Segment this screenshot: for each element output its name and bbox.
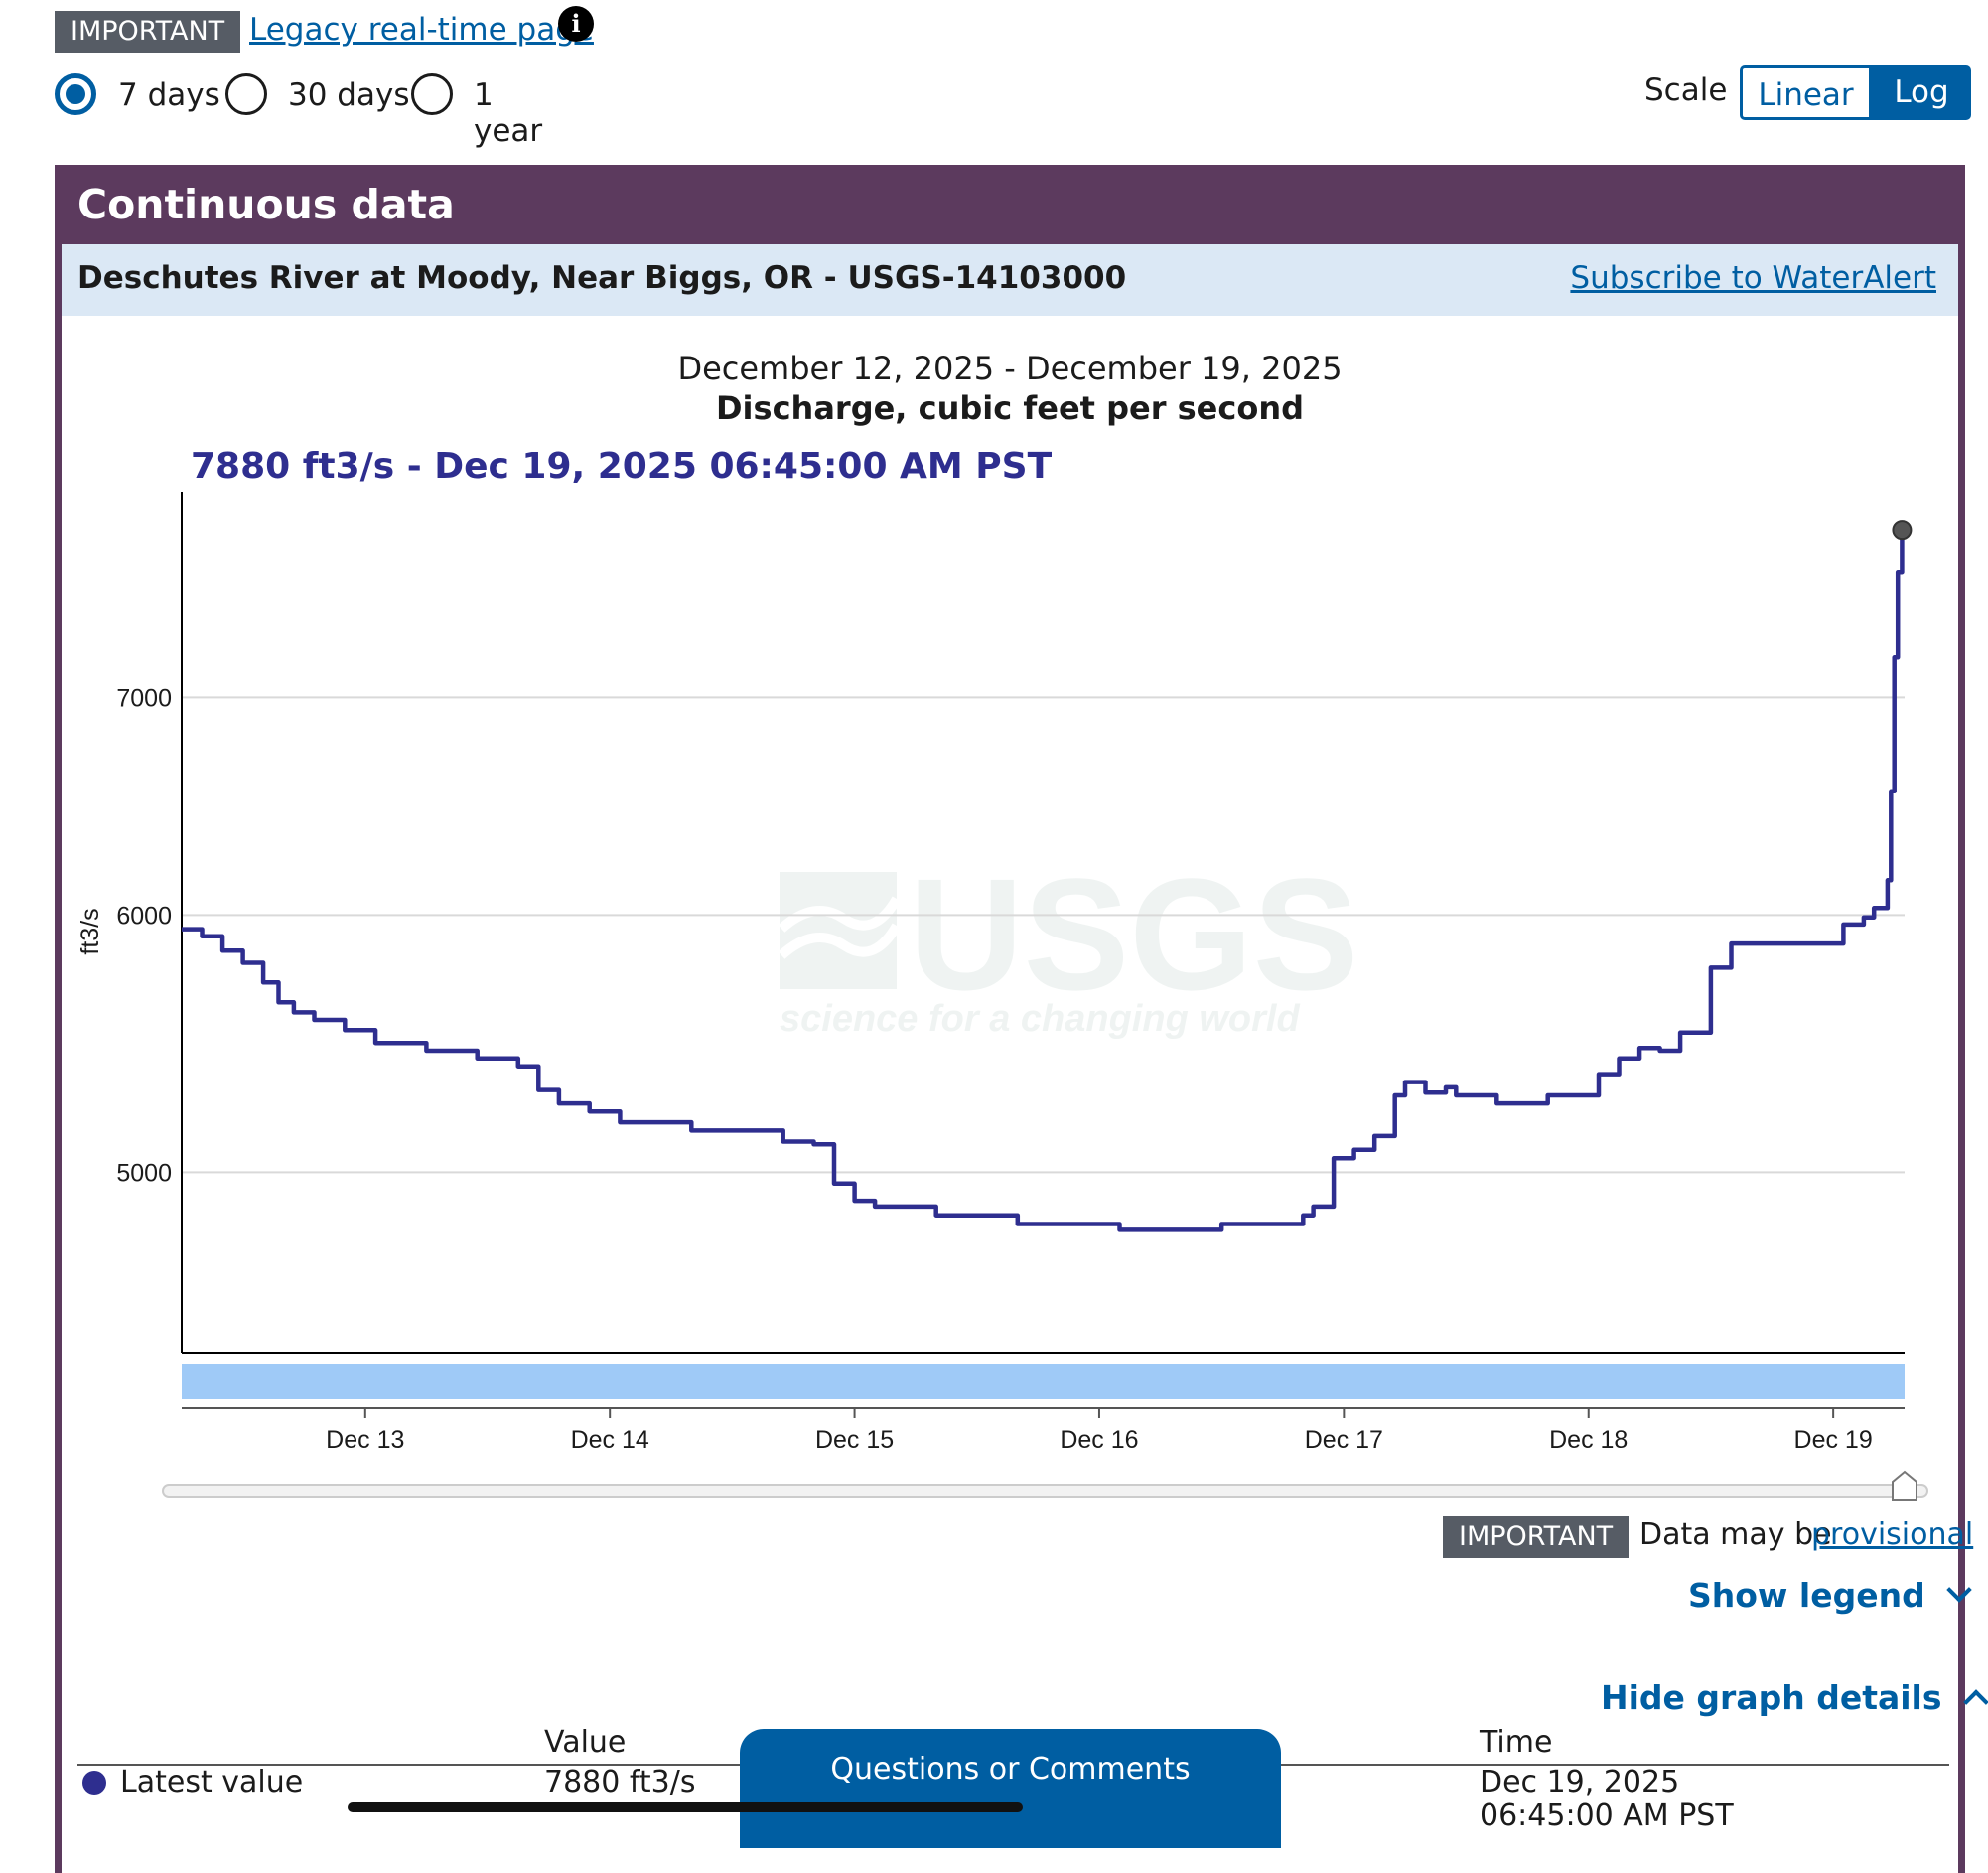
chevron-down-icon: [1946, 1577, 1972, 1603]
latest-value-time: 06:45:00 AM PST: [1480, 1799, 1734, 1833]
latest-value-dot: [82, 1771, 106, 1795]
card-title: Continuous data: [55, 165, 1965, 244]
questions-comments-button[interactable]: Questions or Comments: [740, 1729, 1281, 1848]
latest-value-label: Latest value: [120, 1765, 304, 1800]
radio-30-days[interactable]: [225, 73, 267, 115]
chart-date-range: December 12, 2025 - December 19, 2025: [677, 350, 1343, 387]
provisional-text: Data may be: [1639, 1517, 1832, 1552]
subscribe-waterAlert-link[interactable]: Subscribe to WaterAlert: [1570, 260, 1936, 296]
current-value-label: 7880 ft3/s - Dec 19, 2025 06:45:00 AM PS…: [191, 446, 1053, 487]
time-slider-track[interactable]: [162, 1484, 1928, 1498]
site-name: Deschutes River at Moody, Near Biggs, OR…: [77, 260, 1127, 296]
latest-value-amount: 7880 ft3/s: [544, 1765, 696, 1800]
hide-graph-details-button[interactable]: Hide graph details: [1601, 1678, 1988, 1717]
latest-value-date: Dec 19, 2025: [1480, 1765, 1680, 1800]
info-icon[interactable]: i: [558, 6, 594, 42]
provisional-link[interactable]: provisional: [1811, 1517, 1974, 1552]
home-indicator-bar: [348, 1802, 1023, 1812]
radio-1-year-label[interactable]: 1 year: [474, 77, 543, 149]
scale-label: Scale: [1644, 72, 1728, 108]
provisional-important-tag: IMPORTANT: [1443, 1516, 1630, 1558]
radio-1-year[interactable]: [411, 73, 453, 115]
hide-graph-details-label[interactable]: Hide graph details: [1601, 1678, 1942, 1717]
chart-title: Discharge, cubic feet per second: [715, 389, 1305, 427]
period-selector: 7 days 30 days 1 year: [55, 73, 571, 149]
scale-log-button[interactable]: Log: [1872, 65, 1971, 120]
time-column-header: Time: [1480, 1725, 1553, 1760]
important-tag: IMPORTANT: [55, 11, 241, 53]
value-column-header: Value: [544, 1725, 627, 1760]
site-bar: Deschutes River at Moody, Near Biggs, OR…: [62, 244, 1958, 316]
chevron-up-icon: [1963, 1689, 1988, 1715]
time-slider-handle[interactable]: [1891, 1470, 1918, 1502]
show-legend-button[interactable]: Show legend: [1688, 1576, 1972, 1615]
scale-linear-button[interactable]: Linear: [1740, 65, 1872, 120]
radio-7-days[interactable]: [55, 73, 96, 115]
legacy-realtime-link[interactable]: Legacy real-time page: [249, 12, 594, 48]
show-legend-label[interactable]: Show legend: [1688, 1576, 1925, 1615]
radio-30-days-label[interactable]: 30 days: [288, 77, 410, 113]
radio-7-days-label[interactable]: 7 days: [118, 77, 220, 113]
